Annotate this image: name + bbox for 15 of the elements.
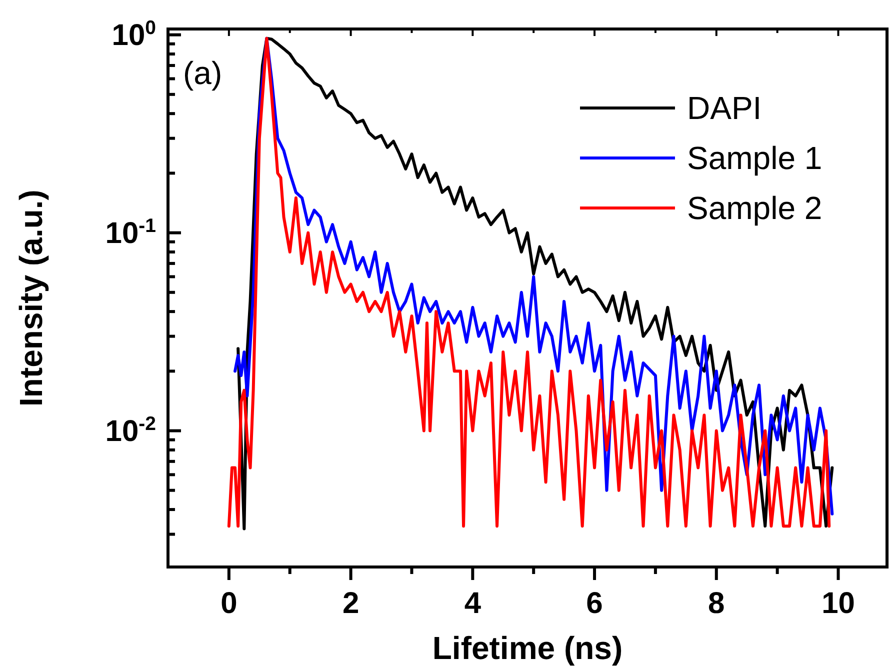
legend-label: Sample 2 xyxy=(687,190,822,226)
x-tick-label: 8 xyxy=(708,587,725,620)
x-tick-label: 6 xyxy=(586,587,603,620)
y-tick-label: 10$^{-1}$ xyxy=(105,214,156,250)
legend-label: DAPI xyxy=(687,90,762,126)
annotation: (a) xyxy=(183,55,222,91)
legend-label: Sample 1 xyxy=(687,140,822,176)
x-axis-title: Lifetime (ns) xyxy=(432,630,623,666)
y-tick-label: 10$^{-2}$ xyxy=(105,412,156,448)
x-tick-label: 0 xyxy=(220,587,238,620)
x-tick-label: 4 xyxy=(464,587,482,620)
y-axis-title: Intensity (a.u.) xyxy=(13,190,49,406)
x-tick-label: 2 xyxy=(342,587,360,620)
y-tick-label: 10$^{0}$ xyxy=(112,16,156,52)
x-tick-label: 10 xyxy=(822,587,855,620)
